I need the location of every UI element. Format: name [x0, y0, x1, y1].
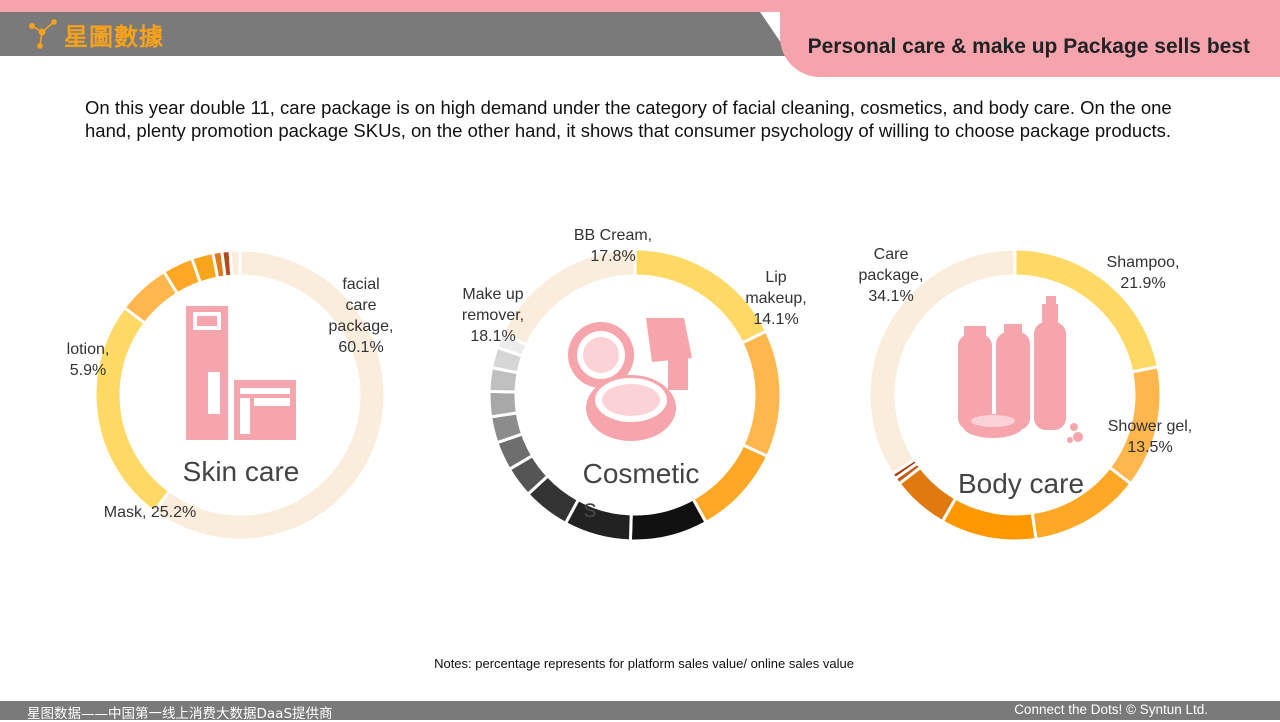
top-accent-bar — [0, 0, 1280, 12]
skincare-bottle-icon — [186, 306, 296, 440]
slice-label-lotion: lotion, 5.9% — [67, 341, 110, 379]
donut-slice-0-7 — [228, 248, 242, 278]
slice-label-make-up-remover: Make up remover, 18.1% — [462, 286, 524, 345]
skin-care-ring — [93, 248, 387, 542]
footer-tagline: 星图数据——中国第一线上消费大数据DaaS提供商 — [27, 706, 333, 722]
brand-logo: 星圖數據 — [28, 16, 164, 52]
chart-skin-care: Skin care facial care package, 60.1% lotion… — [67, 248, 394, 542]
brand-name: 星圖數據 — [64, 22, 164, 51]
slice-label-care-package: Care package, 34.1% — [859, 246, 924, 305]
body-care-ring — [867, 247, 1163, 543]
chart-title-cosmetics: Cosmetic s — [583, 458, 700, 523]
slice-label-bb-cream: BB Cream, 17.8% — [574, 227, 652, 265]
donut-slice-1-1 — [740, 329, 783, 459]
chart-title-skin-care: Skin care — [183, 456, 300, 487]
chart-body-care: Body care Shampoo, 21.9% Shower gel, 13.5%… — [859, 246, 1193, 543]
donut-slice-1-9 — [487, 389, 520, 419]
slice-label-shampoo: Shampoo, 21.9% — [1107, 254, 1180, 292]
slice-label-lip-makeup: Lip makeup, 14.1% — [745, 269, 806, 328]
title-box: Personal care & make up Package sells be… — [780, 12, 1280, 77]
page-title: Personal care & make up Package sells be… — [807, 35, 1250, 58]
notes: Notes: percentage represents for platfor… — [434, 656, 854, 671]
donut-slice-1-2 — [690, 442, 770, 525]
chart-cosmetics: Cosmetic s BB Cream, 17.8% Lip makeup, 14.1%… — [462, 227, 807, 543]
donut-slice-1-3 — [628, 496, 709, 543]
slice-label-mask: Mask, 25.2% — [104, 504, 196, 521]
compact-powder-brush-icon — [568, 318, 692, 441]
intro-paragraph: On this year double 11, care package is … — [85, 97, 1172, 141]
footer-bar: 星图数据——中国第一线上消费大数据DaaS提供商 Connect the Dot… — [0, 701, 1280, 722]
slice-label-facial-care: facial care package, 60.1% — [329, 276, 394, 356]
cosmetics-ring — [487, 247, 783, 543]
footer-copyright: Connect the Dots! © Syntun Ltd. — [1014, 702, 1208, 717]
donut-slice-2-7 — [867, 247, 1017, 477]
chart-title-body-care: Body care — [958, 468, 1084, 499]
donut-slice-0-1 — [93, 305, 172, 514]
donut-slice-1-13 — [500, 247, 637, 348]
constellation-icon — [28, 19, 57, 49]
slice-label-shower-gel: Shower gel, 13.5% — [1108, 418, 1193, 456]
donut-slice-0-0 — [151, 248, 387, 542]
bath-products-icon — [958, 296, 1083, 443]
donut-slice-2-3 — [940, 496, 1038, 543]
brand-bar — [0, 12, 790, 56]
